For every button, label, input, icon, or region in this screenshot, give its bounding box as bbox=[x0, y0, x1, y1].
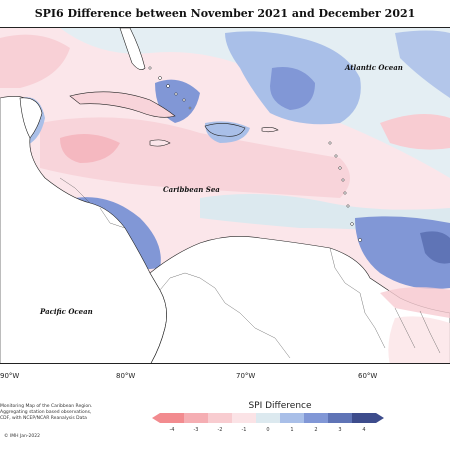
legend-swatch bbox=[328, 413, 352, 423]
land-lesser-antilles bbox=[328, 141, 362, 242]
legend-swatch bbox=[184, 413, 208, 423]
legend-swatch bbox=[160, 413, 184, 423]
caribbean-sea-label: Caribbean Sea bbox=[163, 185, 220, 194]
blue-zone-venezuela-core bbox=[420, 231, 450, 264]
tick-60w: 60°W bbox=[358, 372, 378, 380]
land-jamaica bbox=[149, 139, 171, 147]
legend-tick-label: -2 bbox=[218, 427, 223, 433]
legend-swatch bbox=[208, 413, 232, 423]
pink-zone-gulf bbox=[0, 34, 70, 88]
map-canvas bbox=[0, 28, 450, 363]
note-line: Aggregating station based observations, bbox=[0, 410, 92, 415]
land-puerto-rico bbox=[261, 127, 279, 133]
legend-colorbar: -4 -3 -2 -1 0 1 2 3 4 bbox=[152, 413, 384, 433]
tick-80w: 80°W bbox=[116, 372, 136, 380]
copyright: © IMH Jan-2022 bbox=[4, 434, 40, 439]
legend-tick-label: 4 bbox=[362, 427, 365, 433]
pink-zone-caribbean bbox=[40, 117, 350, 198]
land-florida bbox=[119, 28, 146, 70]
map-title: SPI6 Difference between November 2021 an… bbox=[34, 7, 416, 20]
land-overlay-guyana bbox=[380, 287, 450, 318]
note-line: CDF, with NCEP/NCAR Reanalysis Data bbox=[0, 416, 87, 421]
land-overlay-south bbox=[388, 316, 450, 363]
land-cuba bbox=[69, 91, 176, 118]
atlantic-ocean-label: Atlantic Ocean bbox=[345, 63, 403, 72]
legend-tick-label: 0 bbox=[266, 427, 269, 433]
legend-tick-label: -3 bbox=[194, 427, 199, 433]
land-bahamas bbox=[148, 66, 192, 110]
note-line: Monitoring Map of the Caribbean Region. bbox=[0, 404, 93, 409]
legend-swatch bbox=[352, 413, 376, 423]
pink-zone-east bbox=[380, 114, 450, 150]
legend-tick-label: 3 bbox=[338, 427, 341, 433]
map-description: Monitoring Map of the Caribbean Region. … bbox=[0, 404, 140, 422]
legend-tick-label: 1 bbox=[290, 427, 293, 433]
tick-90w: 90°W bbox=[0, 372, 20, 380]
land-yucatan bbox=[19, 97, 43, 139]
legend-swatch bbox=[280, 413, 304, 423]
spi-difference-map bbox=[0, 27, 450, 364]
legend-arrow-right bbox=[376, 413, 384, 423]
legend-swatch bbox=[232, 413, 256, 423]
land-hispaniola bbox=[204, 123, 246, 137]
land-south-america bbox=[149, 236, 450, 363]
blue-zone-atlantic-core bbox=[270, 67, 315, 110]
blue-zone-northeast bbox=[395, 30, 450, 98]
legend-title: SPI Difference bbox=[248, 401, 312, 411]
legend-swatch bbox=[304, 413, 328, 423]
legend-arrow-left bbox=[152, 413, 160, 423]
legend-swatch bbox=[256, 413, 280, 423]
legend-tick-label: -4 bbox=[170, 427, 175, 433]
legend-tick-label: 2 bbox=[314, 427, 317, 433]
tick-70w: 70°W bbox=[236, 372, 256, 380]
legend-tick-label: -1 bbox=[242, 427, 247, 433]
pink-zone-west bbox=[60, 134, 120, 163]
country-borders bbox=[59, 177, 441, 359]
pacific-ocean-label: Pacific Ocean bbox=[40, 307, 93, 316]
